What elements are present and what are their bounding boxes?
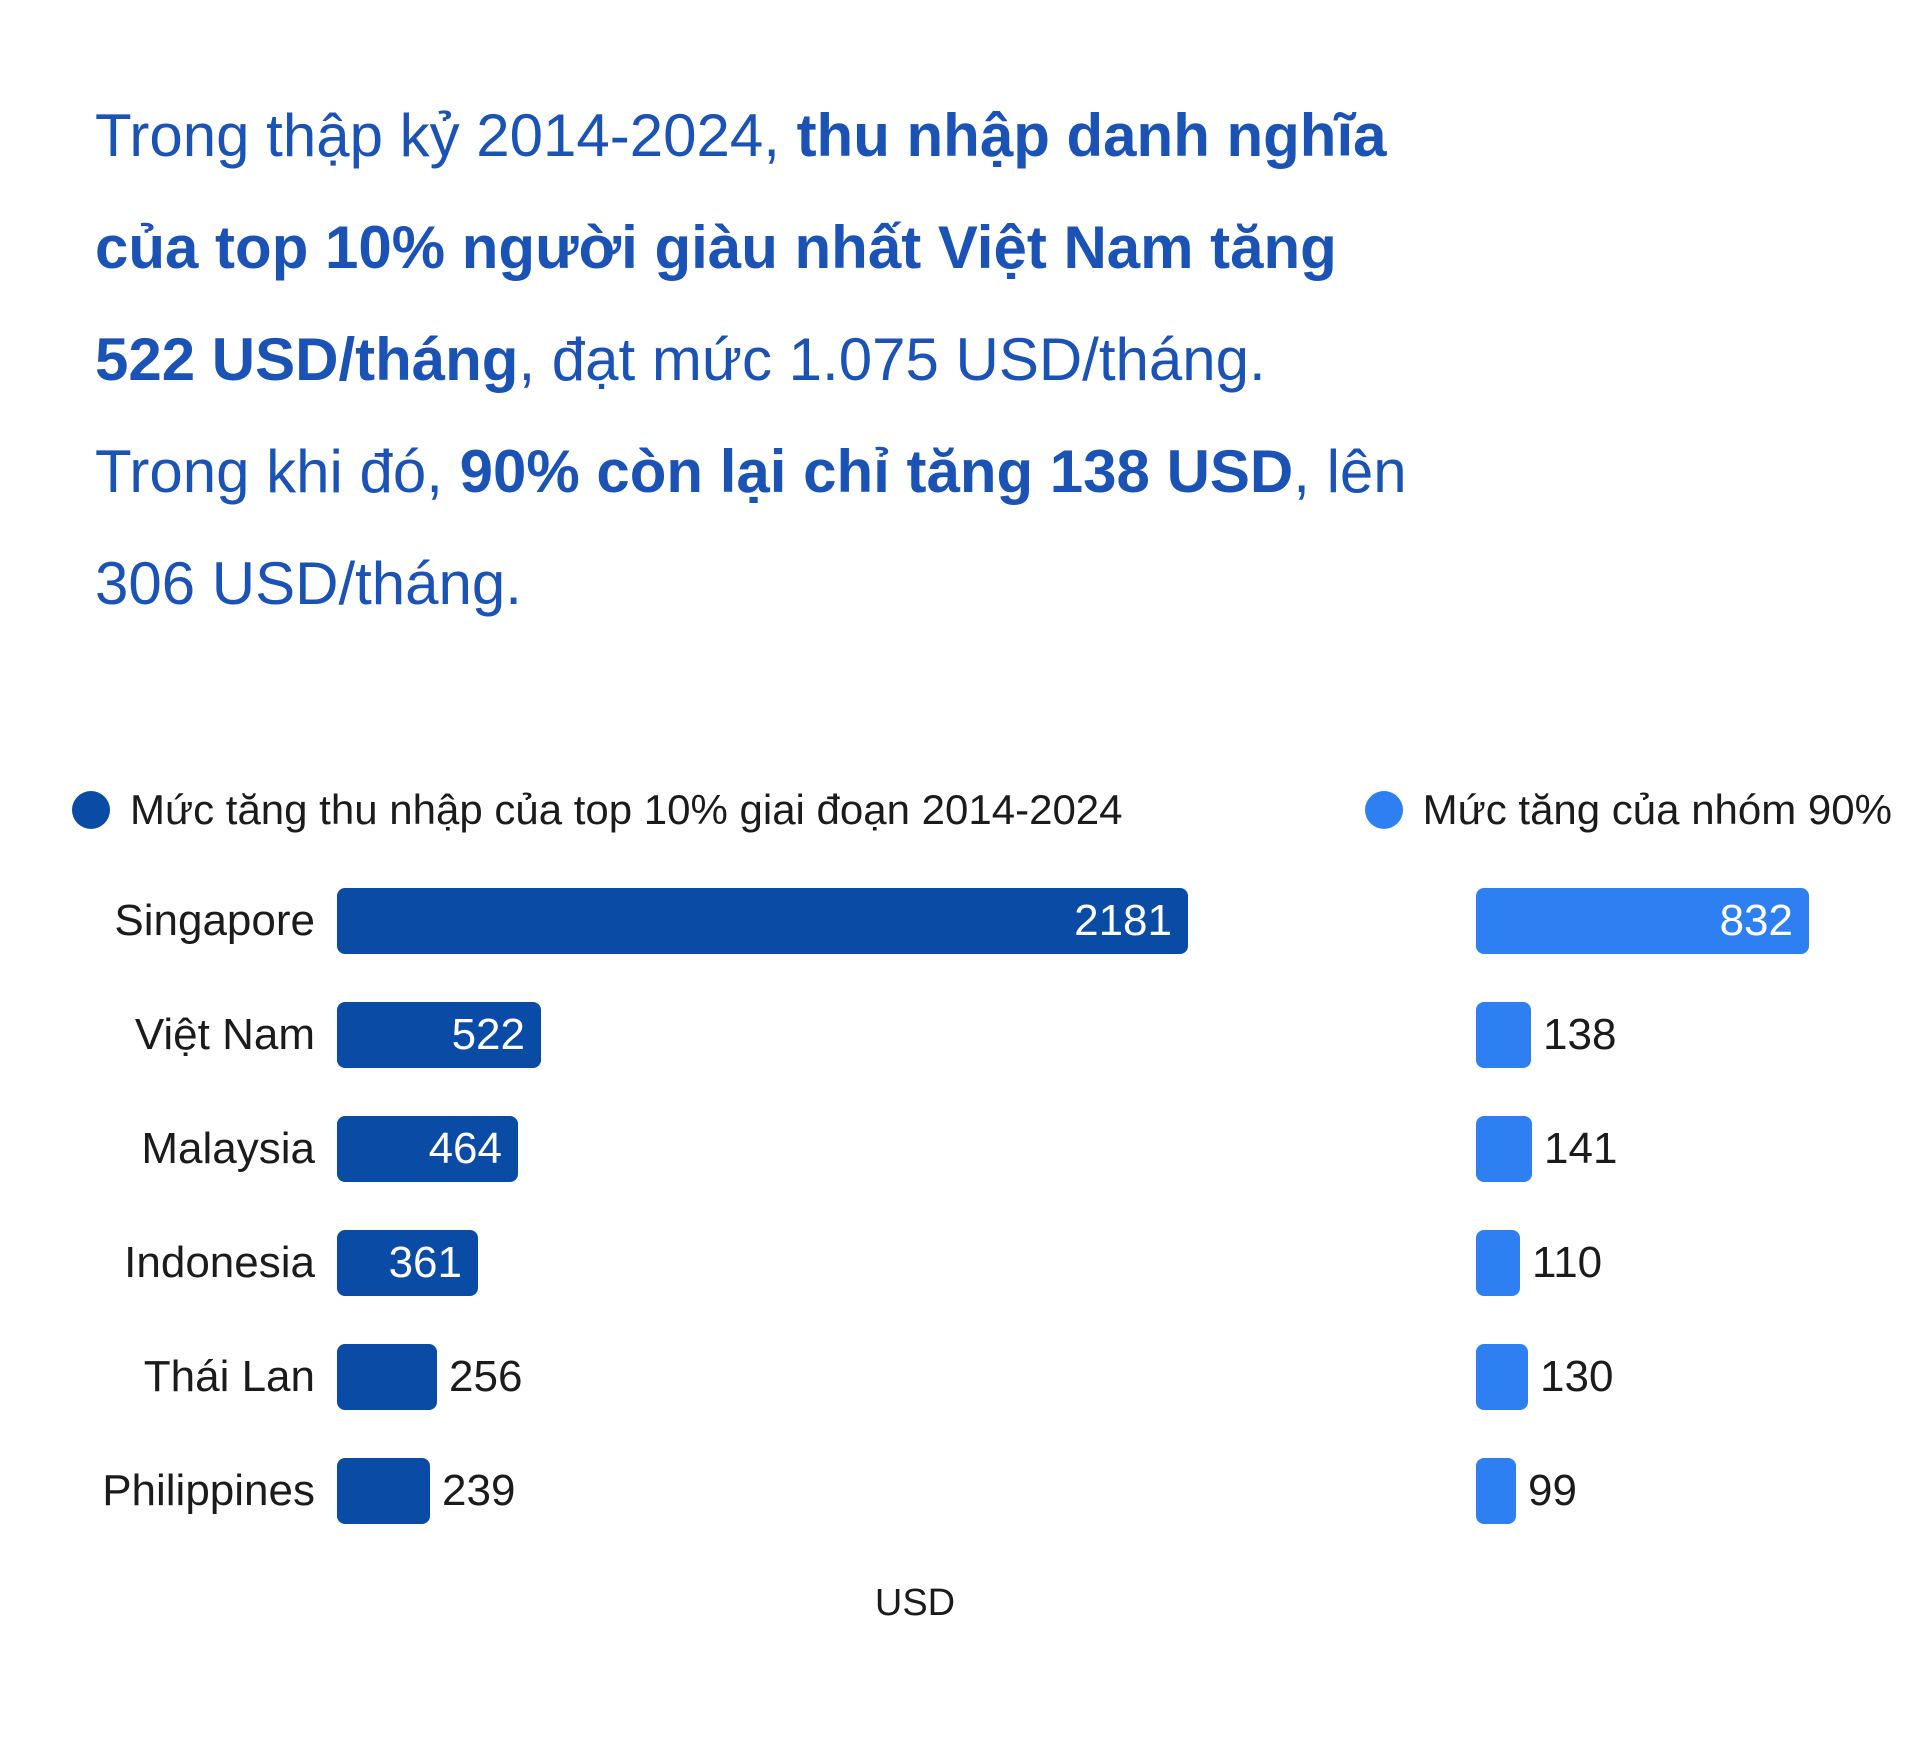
top10-bar [337, 1458, 430, 1524]
bar-value: 141 [1544, 1124, 1618, 1173]
headline-segment-bold: thu nhập danh nghĩa [796, 102, 1387, 169]
bar-value: 239 [442, 1466, 516, 1515]
country-label: Philippines [102, 1466, 315, 1515]
rest90-bar [1476, 1344, 1528, 1410]
bar-value: 256 [449, 1352, 523, 1401]
legend-label-top10: Mức tăng thu nhập của top 10% giai đoạn … [130, 786, 1123, 833]
rest90-bar-cell: 130 [1476, 1344, 1920, 1410]
headline-segment: Trong thập kỷ 2014-2024, [95, 102, 797, 169]
top10-bar-cell: 361 [337, 1230, 1476, 1296]
bar-value: 522 [451, 1010, 525, 1059]
headline-segment: Trong khi đó, [95, 438, 460, 505]
rest90-bar [1476, 1116, 1532, 1182]
chart-row: Việt Nam 522 138 [0, 978, 1920, 1092]
chart-row: Thái Lan 256 130 [0, 1320, 1920, 1434]
country-label: Malaysia [141, 1124, 315, 1173]
bar-value: 464 [428, 1124, 502, 1173]
rest90-bar-cell: 141 [1476, 1116, 1920, 1182]
headline: Trong thập kỷ 2014-2024, thu nhập danh n… [95, 80, 1880, 640]
legend-item-rest90: Mức tăng của nhóm 90% [1364, 786, 1892, 834]
bar-value: 138 [1543, 1010, 1617, 1059]
rest90-bar [1476, 1458, 1516, 1524]
legend-dot-rest90 [1364, 791, 1403, 829]
rest90-bar-cell: 832 [1476, 888, 1920, 954]
headline-segment: , đạt mức 1.075 USD/tháng. [518, 326, 1266, 393]
country-label: Indonesia [124, 1238, 315, 1287]
top10-bar-cell: 256 [337, 1344, 1476, 1410]
top10-bar: 2181 [337, 888, 1188, 954]
bar-value: 832 [1719, 896, 1793, 945]
headline-segment-bold: 522 USD/tháng [95, 326, 519, 393]
chart-row: Philippines 239 99 [0, 1434, 1920, 1548]
rest90-bar-cell: 138 [1476, 1002, 1920, 1068]
bar-value: 2181 [1074, 896, 1172, 945]
top10-bar-cell: 522 [337, 1002, 1476, 1068]
rest90-bar-cell: 110 [1476, 1230, 1920, 1296]
country-label: Việt Nam [134, 1010, 315, 1059]
headline-segment: 306 USD/tháng. [95, 550, 522, 617]
headline-segment-bold: 90% còn lại chỉ tăng 138 USD [459, 438, 1294, 505]
chart-legend: Mức tăng thu nhập của top 10% giai đoạn … [0, 786, 1920, 834]
legend-label-rest90: Mức tăng của nhóm 90% [1422, 786, 1892, 833]
top10-bar: 522 [337, 1002, 541, 1068]
top10-bar-cell: 2181 [337, 888, 1476, 954]
top10-bar: 361 [337, 1230, 478, 1296]
top10-bar-cell: 239 [337, 1458, 1476, 1524]
rest90-bar [1476, 1230, 1520, 1296]
bar-value: 130 [1540, 1352, 1614, 1401]
headline-segment-bold: của top 10% người giàu nhất Việt Nam tăn… [95, 214, 1337, 281]
rest90-bar [1476, 1002, 1531, 1068]
x-axis-label: USD [874, 1582, 956, 1624]
country-label: Thái Lan [143, 1352, 315, 1401]
top10-bar-cell: 464 [337, 1116, 1476, 1182]
headline-segment: , lên [1293, 438, 1407, 505]
bar-chart: Singapore 2181 832 Việt Nam 522 138 Malaysia 46… [0, 864, 1920, 1548]
top10-bar: 464 [337, 1116, 518, 1182]
bar-value: 99 [1528, 1466, 1577, 1515]
chart-row: Indonesia 361 110 [0, 1206, 1920, 1320]
bar-value: 110 [1532, 1238, 1603, 1287]
legend-dot-top10 [72, 791, 110, 829]
infographic-page: Trong thập kỷ 2014-2024, thu nhập danh n… [0, 80, 1920, 1745]
country-label: Singapore [114, 896, 315, 945]
chart-row: Singapore 2181 832 [0, 864, 1920, 978]
bar-value: 361 [388, 1238, 462, 1287]
chart-row: Malaysia 464 141 [0, 1092, 1920, 1206]
top10-bar [337, 1344, 437, 1410]
rest90-bar-cell: 99 [1476, 1458, 1920, 1524]
rest90-bar: 832 [1476, 888, 1809, 954]
legend-item-top10: Mức tăng thu nhập của top 10% giai đoạn … [72, 786, 1123, 834]
